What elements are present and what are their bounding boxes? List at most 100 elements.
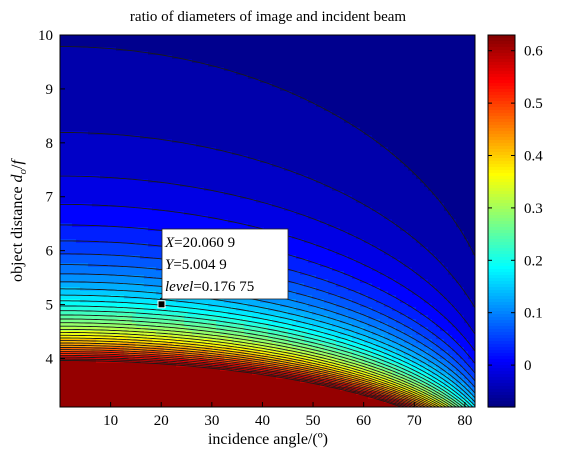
heatmap-cell	[312, 39, 317, 44]
heatmap-cell	[296, 139, 301, 144]
heatmap-cell	[288, 139, 293, 144]
heatmap-cell	[316, 91, 321, 96]
heatmap-cell	[232, 155, 237, 160]
heatmap-cell	[172, 127, 177, 132]
heatmap-cell	[384, 95, 389, 100]
heatmap-cell	[348, 111, 353, 116]
heatmap-cell	[96, 147, 101, 152]
heatmap-cell	[360, 47, 365, 52]
heatmap-cell	[340, 211, 345, 216]
heatmap-cell	[80, 119, 85, 124]
heatmap-cell	[360, 87, 365, 92]
heatmap-cell	[340, 131, 345, 136]
heatmap-cell	[472, 219, 477, 224]
heatmap-cell	[80, 95, 85, 100]
heatmap-cell	[356, 83, 361, 88]
heatmap-cell	[124, 179, 129, 184]
heatmap-cell	[112, 135, 117, 140]
heatmap-cell	[464, 63, 469, 68]
heatmap-cell	[320, 87, 325, 92]
heatmap-cell	[136, 203, 141, 208]
heatmap-cell	[68, 163, 73, 168]
heatmap-cell	[68, 195, 73, 200]
heatmap-cell	[160, 35, 165, 40]
heatmap-cell	[196, 131, 201, 136]
heatmap-cell	[136, 123, 141, 128]
heatmap-cell	[412, 155, 417, 160]
heatmap-cell	[412, 47, 417, 52]
heatmap-cell	[400, 187, 405, 192]
heatmap-cell	[392, 171, 397, 176]
heatmap-cell	[412, 111, 417, 116]
heatmap-cell	[224, 143, 229, 148]
heatmap-cell	[396, 215, 401, 220]
heatmap-cell	[196, 55, 201, 60]
heatmap-cell	[260, 223, 265, 228]
heatmap-cell	[252, 163, 257, 168]
heatmap-cell	[468, 207, 473, 212]
heatmap-cell	[384, 151, 389, 156]
heatmap-cell	[212, 47, 217, 52]
heatmap-cell	[228, 35, 233, 40]
heatmap-cell	[84, 115, 89, 120]
heatmap-cell	[416, 111, 421, 116]
heatmap-cell	[224, 95, 229, 100]
heatmap-cell	[284, 175, 289, 180]
heatmap-cell	[72, 47, 77, 52]
heatmap-cell	[376, 111, 381, 116]
heatmap-cell	[116, 191, 121, 196]
heatmap-cell	[164, 107, 169, 112]
heatmap-cell	[432, 55, 437, 60]
heatmap-cell	[128, 199, 133, 204]
heatmap-cell	[164, 143, 169, 148]
heatmap-cell	[172, 115, 177, 120]
heatmap-cell	[184, 35, 189, 40]
heatmap-cell	[416, 135, 421, 140]
heatmap-cell	[288, 107, 293, 112]
heatmap-cell	[100, 123, 105, 128]
heatmap-cell	[376, 219, 381, 224]
heatmap-cell	[160, 59, 165, 64]
heatmap-cell	[76, 183, 81, 188]
heatmap-cell	[132, 55, 137, 60]
heatmap-cell	[124, 171, 129, 176]
heatmap-cell	[324, 171, 329, 176]
heatmap-cell	[460, 147, 465, 152]
heatmap-cell	[352, 43, 357, 48]
heatmap-cell	[356, 211, 361, 216]
heatmap-cell	[184, 171, 189, 176]
heatmap-cell	[460, 71, 465, 76]
heatmap-cell	[468, 195, 473, 200]
heatmap-cell	[444, 199, 449, 204]
heatmap-cell	[196, 191, 201, 196]
heatmap-cell	[368, 183, 373, 188]
heatmap-cell	[132, 87, 137, 92]
heatmap-cell	[324, 67, 329, 72]
heatmap-cell	[408, 139, 413, 144]
heatmap-cell	[336, 99, 341, 104]
heatmap-cell	[432, 91, 437, 96]
heatmap-cell	[396, 107, 401, 112]
heatmap-cell	[256, 191, 261, 196]
heatmap-cell	[288, 131, 293, 136]
heatmap-cell	[72, 127, 77, 132]
heatmap-cell	[372, 39, 377, 44]
heatmap-cell	[120, 115, 125, 120]
heatmap-cell	[272, 111, 277, 116]
heatmap-cell	[228, 87, 233, 92]
heatmap-cell	[452, 87, 457, 92]
heatmap-cell	[100, 191, 105, 196]
heatmap-cell	[440, 47, 445, 52]
heatmap-cell	[64, 123, 69, 128]
heatmap-cell	[324, 91, 329, 96]
heatmap-cell	[256, 67, 261, 72]
heatmap-cell	[268, 199, 273, 204]
heatmap-cell	[340, 147, 345, 152]
heatmap-cell	[88, 79, 93, 84]
heatmap-cell	[140, 147, 145, 152]
heatmap-cell	[472, 207, 477, 212]
heatmap-cell	[192, 79, 197, 84]
heatmap-cell	[316, 79, 321, 84]
heatmap-cell	[360, 171, 365, 176]
heatmap-cell	[380, 179, 385, 184]
